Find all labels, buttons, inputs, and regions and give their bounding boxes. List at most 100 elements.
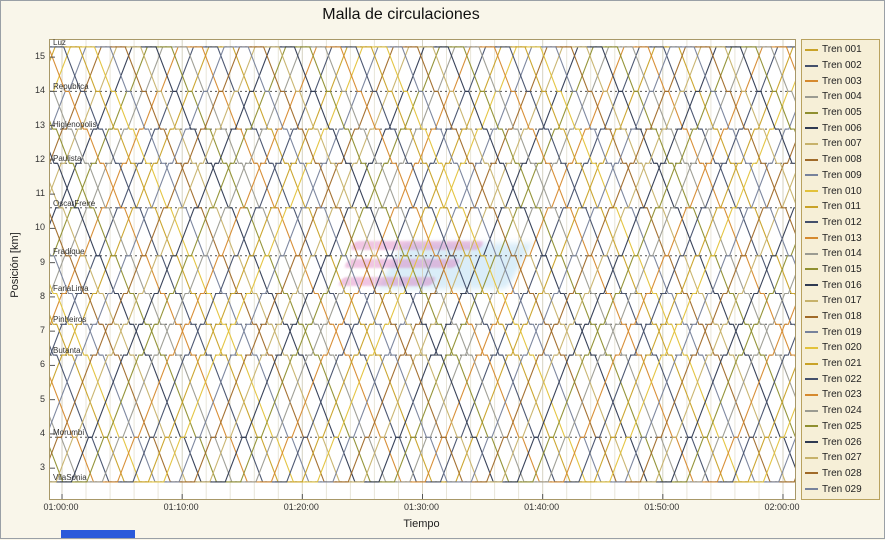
legend-label: Tren 011 xyxy=(822,201,861,213)
train-line xyxy=(50,46,795,483)
train-line xyxy=(50,46,795,483)
train-line xyxy=(50,46,795,483)
chart-title: Malla de circulaciones xyxy=(322,6,480,23)
train-line xyxy=(50,46,795,483)
legend-item: Tren 009 xyxy=(805,168,876,184)
legend-label: Tren 002 xyxy=(822,60,862,72)
train-line xyxy=(50,46,795,483)
legend-label: Tren 004 xyxy=(822,91,862,103)
train-line xyxy=(50,46,795,483)
x-tick-label: 01:00:00 xyxy=(43,502,79,512)
legend-item: Tren 023 xyxy=(805,387,876,403)
x-tick-label: 01:20:00 xyxy=(283,502,319,512)
legend-line-swatch xyxy=(805,409,818,412)
legend-line-swatch xyxy=(805,174,818,177)
legend-line-swatch xyxy=(805,221,818,224)
x-tick-label: 01:30:00 xyxy=(403,502,440,512)
legend-line-swatch xyxy=(805,331,818,334)
legend: Tren 001 Tren 002 Tren 003 Tren 004 Tren 005… xyxy=(801,39,880,500)
legend-item: Tren 005 xyxy=(805,105,876,121)
y-axis-label: Posición [km] xyxy=(9,232,21,298)
legend-line-swatch xyxy=(805,488,818,491)
legend-item: Tren 019 xyxy=(805,324,876,340)
train-line xyxy=(50,46,795,483)
x-tick-label: 01:10:00 xyxy=(163,502,199,512)
legend-item: Tren 013 xyxy=(805,230,876,246)
legend-label: Tren 029 xyxy=(822,483,862,495)
legend-item: Tren 022 xyxy=(805,371,876,387)
legend-item: Tren 011 xyxy=(805,199,876,215)
legend-line-swatch xyxy=(805,393,818,396)
train-line xyxy=(50,46,795,483)
legend-label: Tren 028 xyxy=(822,467,862,479)
legend-item: Tren 007 xyxy=(805,136,876,152)
y-tick-label: 9 xyxy=(39,256,45,267)
y-tick-label: 4 xyxy=(39,427,45,438)
legend-label: Tren 008 xyxy=(822,154,862,166)
legend-line-swatch xyxy=(805,158,818,161)
plot-area: Luz Republica Higienopolis Paulista OscarFre… xyxy=(49,38,796,500)
legend-item: Tren 003 xyxy=(805,73,876,89)
legend-label: Tren 013 xyxy=(822,232,862,244)
train-line xyxy=(50,46,795,483)
legend-line-swatch xyxy=(805,425,818,428)
legend-line-swatch xyxy=(805,268,818,271)
y-tick-label: 7 xyxy=(39,325,45,336)
legend-label: Tren 009 xyxy=(822,169,862,181)
train-line xyxy=(50,46,795,483)
legend-line-swatch xyxy=(805,378,818,381)
train-line xyxy=(50,46,795,483)
legend-line-swatch xyxy=(805,441,818,444)
legend-label: Tren 007 xyxy=(822,138,862,150)
legend-item: Tren 025 xyxy=(805,419,876,435)
train-line xyxy=(50,46,795,483)
train-line xyxy=(50,46,795,483)
legend-label: Tren 027 xyxy=(822,452,862,464)
legend-label: Tren 010 xyxy=(822,185,862,197)
train-line xyxy=(50,46,795,483)
legend-line-swatch xyxy=(805,111,818,114)
legend-line-swatch xyxy=(805,190,818,193)
legend-line-swatch xyxy=(805,472,818,475)
train-line xyxy=(50,46,795,483)
x-tick-label: 01:50:00 xyxy=(644,502,680,512)
train-graph-svg xyxy=(50,40,795,499)
legend-item: Tren 018 xyxy=(805,309,876,325)
legend-item: Tren 004 xyxy=(805,89,876,105)
legend-label: Tren 006 xyxy=(822,122,862,134)
y-tick-label: 13 xyxy=(34,119,45,130)
legend-item: Tren 021 xyxy=(805,356,876,372)
legend-label: Tren 015 xyxy=(822,263,862,275)
train-line xyxy=(50,46,795,483)
legend-label: Tren 014 xyxy=(822,248,862,260)
legend-line-swatch xyxy=(805,362,818,365)
legend-line-swatch xyxy=(805,237,818,240)
y-tick-label: 11 xyxy=(35,188,45,199)
y-tick-label: 8 xyxy=(39,290,45,301)
legend-label: Tren 023 xyxy=(822,389,862,401)
legend-label: Tren 025 xyxy=(822,420,862,432)
gridlines xyxy=(61,40,784,499)
train-lines xyxy=(50,46,795,483)
x-tick-label: 02:00:00 xyxy=(764,502,800,512)
legend-item: Tren 012 xyxy=(805,215,876,231)
legend-item: Tren 016 xyxy=(805,277,876,293)
legend-item: Tren 008 xyxy=(805,152,876,168)
legend-label: Tren 024 xyxy=(822,405,862,417)
legend-line-swatch xyxy=(805,80,818,83)
legend-item: Tren 020 xyxy=(805,340,876,356)
legend-item: Tren 001 xyxy=(805,42,876,58)
legend-line-swatch xyxy=(805,315,818,318)
y-tick-label: 14 xyxy=(34,85,45,96)
y-tick-label: 5 xyxy=(39,393,45,404)
legend-line-swatch xyxy=(805,299,818,302)
y-tick-label: 6 xyxy=(39,359,45,370)
legend-label: Tren 021 xyxy=(822,358,862,370)
legend-item: Tren 002 xyxy=(805,58,876,74)
legend-item: Tren 024 xyxy=(805,403,876,419)
train-line xyxy=(50,46,795,483)
legend-item: Tren 014 xyxy=(805,246,876,262)
background-window-fragment xyxy=(61,530,135,538)
legend-label: Tren 001 xyxy=(822,44,862,56)
legend-line-swatch xyxy=(805,205,818,208)
